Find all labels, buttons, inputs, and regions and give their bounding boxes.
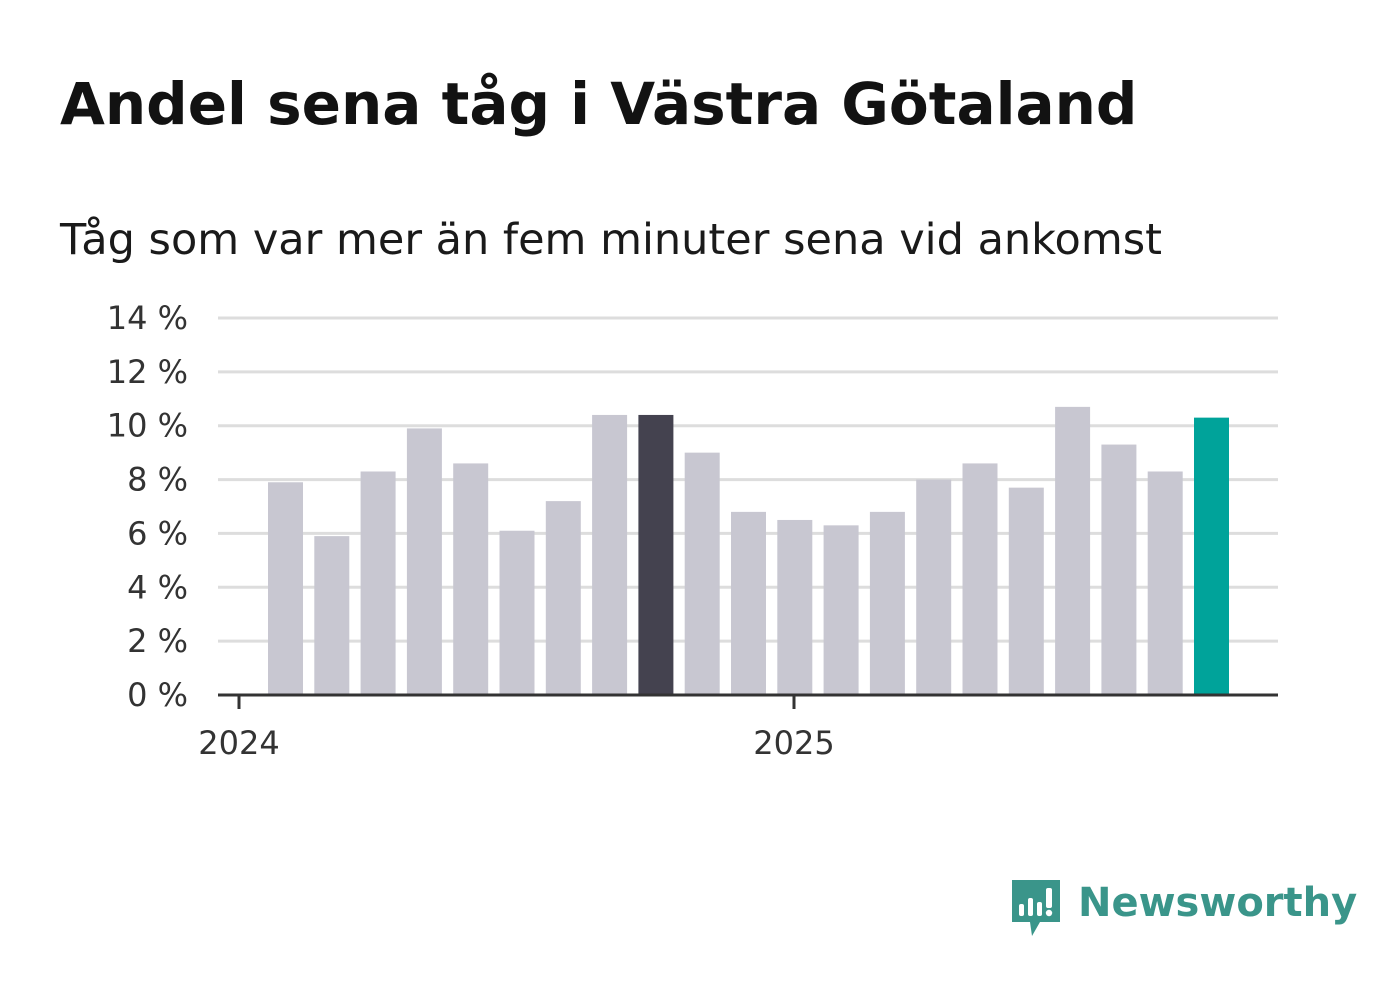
y-tick-label: 6 % [127,514,188,552]
bar-2024-07 [545,501,581,695]
bar-2025-07 [1101,444,1137,695]
bar-2024-08 [592,414,628,695]
newsworthy-logo: Newsworthy [1010,878,1357,942]
bar-2025-02 [869,511,905,695]
bar-2024-10 [684,452,720,695]
bar-2024-04 [406,428,442,695]
y-tick-label: 8 % [127,461,188,499]
brand-name: Newsworthy [1078,880,1358,926]
chart-subtitle: Tåg som var mer än fem minuter sena vid … [60,215,1163,265]
bar-2024-05 [453,463,489,695]
y-tick-label: 2 % [127,622,188,660]
bar-2024-02 [314,536,350,695]
y-tick-label: 14 % [107,299,188,337]
bar-2025-09 [1194,417,1229,695]
bar-2025-04 [962,463,998,695]
bar-2025-05 [1008,487,1044,695]
bar-2024-09 [638,414,674,695]
chart-title: Andel sena tåg i Västra Götaland [60,70,1138,138]
bar-2024-06 [499,530,535,695]
y-tick-label: 0 % [127,676,188,714]
bar-2025-08 [1147,471,1183,695]
bar-2024-03 [360,471,396,695]
bar-2025-06 [1055,406,1091,695]
x-tick-label: 2024 [198,724,279,762]
bar-2025-01 [823,525,859,695]
y-tick-label: 4 % [127,568,188,606]
y-tick-label: 12 % [107,353,188,391]
bar-2024-12 [777,519,813,695]
bar-2024-01 [268,482,303,695]
newsworthy-chart-icon [1012,880,1060,936]
y-tick-label: 10 % [107,407,188,445]
bar-2025-03 [916,479,952,695]
x-tick-label: 2025 [753,724,834,762]
bar-2024-11 [731,511,766,695]
